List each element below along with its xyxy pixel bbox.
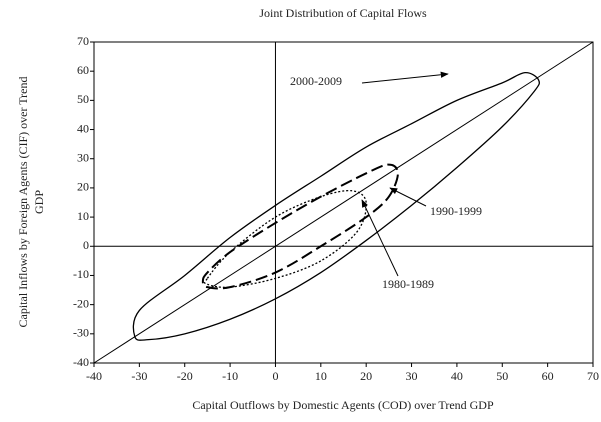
annotation: 1990-1999 [430,204,482,218]
y-tick-label: 0 [83,238,89,252]
x-tick-label: 50 [496,369,508,383]
y-axis-label: GDP [32,190,46,214]
x-tick-label: 0 [272,369,278,383]
contour-line [132,71,541,341]
x-tick-label: -20 [177,369,193,383]
y-tick-label: -20 [73,296,89,310]
annotation: 1980-1989 [382,277,434,291]
diagonal [93,41,594,364]
y-tick-label: -30 [73,326,89,340]
x-axis-label: Capital Outflows by Domestic Agents (COD… [192,398,494,412]
x-tick-label: 30 [406,369,418,383]
chart-title: Joint Distribution of Capital Flows [259,6,427,20]
annotation-arrow [389,187,427,207]
x-tick-label: -30 [131,369,147,383]
annotation-arrow [361,71,449,84]
y-axis-label: Capital Inflows by Foreign Agents (CIF) … [16,77,30,328]
y-tick-label: 20 [77,180,89,194]
y-tick-label: -10 [73,267,89,281]
x-tick-label: -40 [86,369,102,383]
x-tick-label: 70 [587,369,599,383]
y-tick-label: -40 [73,355,89,369]
y-tick-label: 50 [77,92,89,106]
contour-line [203,189,367,288]
x-tick-label: 10 [315,369,327,383]
plot-frame [93,41,594,364]
x-tick-label: 40 [451,369,463,383]
x-tick-label: 60 [542,369,554,383]
annotation: 2000-2009 [290,74,342,88]
y-tick-label: 70 [77,34,89,48]
annotation-arrow [361,199,399,277]
contour-line [201,163,399,290]
y-tick-label: 60 [77,63,89,77]
y-tick-label: 10 [77,209,89,223]
y-tick-label: 40 [77,121,89,135]
x-tick-label: -10 [222,369,238,383]
x-tick-label: 20 [360,369,372,383]
y-tick-label: 30 [77,150,89,164]
